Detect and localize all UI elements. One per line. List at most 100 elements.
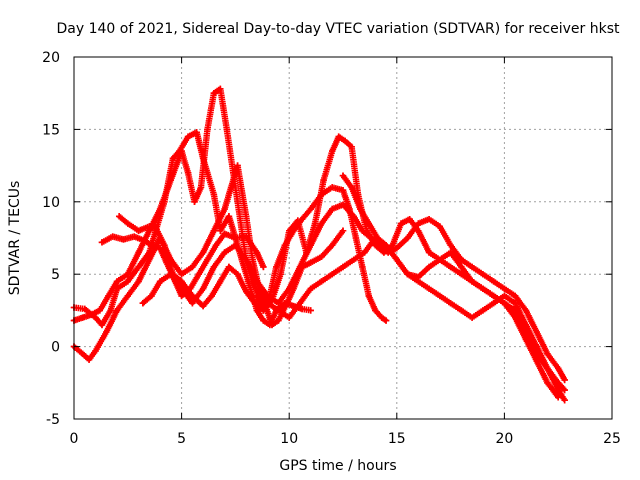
data-point <box>249 256 256 263</box>
data-point <box>131 233 138 240</box>
data-point <box>156 244 164 252</box>
data-point <box>232 242 239 249</box>
data-point <box>178 292 185 300</box>
data-point <box>81 305 88 313</box>
data-point <box>234 162 241 169</box>
data-point <box>217 278 224 285</box>
data-point <box>242 213 250 220</box>
data-point <box>425 249 433 256</box>
data-point <box>253 292 261 300</box>
data-point <box>204 126 211 133</box>
data-point <box>109 233 116 240</box>
data-point <box>329 205 336 213</box>
data-point <box>335 133 342 140</box>
data-point <box>79 350 86 358</box>
series-track-3 <box>70 162 568 404</box>
data-point <box>397 220 405 227</box>
data-point <box>103 328 110 336</box>
data-point <box>178 285 185 292</box>
data-point <box>227 184 235 191</box>
data-point <box>275 299 282 307</box>
data-point <box>544 350 551 358</box>
data-point <box>561 386 568 394</box>
data-point <box>298 215 306 223</box>
data-point <box>350 256 357 263</box>
data-point <box>260 317 267 324</box>
data-point <box>253 249 261 256</box>
chart-title: Day 140 of 2021, Sidereal Day-to-day VTE… <box>57 21 620 37</box>
data-point <box>357 205 364 213</box>
data-point <box>359 263 366 271</box>
data-point <box>124 220 131 227</box>
data-point <box>217 85 224 93</box>
data-point <box>148 292 155 300</box>
data-point <box>555 365 562 372</box>
data-point <box>221 205 228 213</box>
data-layer <box>70 85 568 404</box>
data-point <box>210 227 218 234</box>
data-point <box>425 285 433 292</box>
data-point <box>221 230 228 237</box>
data-point <box>393 256 400 263</box>
data-point <box>260 307 267 314</box>
data-point <box>266 292 274 300</box>
x-tick-label: 20 <box>495 431 513 447</box>
data-point <box>447 263 454 271</box>
data-point <box>458 256 465 263</box>
data-point <box>555 394 562 401</box>
data-point <box>281 242 289 249</box>
data-point <box>479 271 487 278</box>
data-point <box>511 307 519 314</box>
data-point <box>146 256 153 263</box>
x-axis-label: GPS time / hours <box>279 458 396 474</box>
data-point <box>348 184 355 191</box>
data-point <box>113 307 121 314</box>
data-point <box>286 314 293 321</box>
data-point <box>479 307 487 314</box>
data-point <box>139 299 147 307</box>
y-tick-label: 10 <box>42 195 60 211</box>
data-point <box>561 376 568 384</box>
data-point <box>415 273 422 281</box>
data-point <box>307 259 314 266</box>
series-track-8 <box>339 172 562 401</box>
data-point <box>208 292 215 300</box>
data-point <box>296 263 304 271</box>
data-point <box>189 299 196 307</box>
data-point <box>197 184 205 191</box>
data-point <box>234 271 241 278</box>
plot-frame <box>73 56 613 420</box>
y-axis-ticks: -5 0 5 10 15 20 <box>42 50 612 428</box>
data-point <box>341 137 349 145</box>
data-point <box>318 191 325 198</box>
data-point <box>275 307 282 314</box>
data-point <box>184 133 192 140</box>
data-point <box>161 242 168 249</box>
data-point <box>146 223 153 230</box>
data-point <box>156 278 164 285</box>
data-point <box>296 299 304 307</box>
data-point <box>268 321 276 329</box>
data-point <box>210 263 218 271</box>
series-track-6 <box>139 201 568 384</box>
data-point <box>307 242 314 249</box>
data-point <box>253 278 261 285</box>
data-point <box>365 292 373 300</box>
data-point <box>232 234 239 242</box>
data-point <box>193 129 200 136</box>
series-markers <box>116 133 568 394</box>
x-axis-ticks: 0 5 10 15 20 25 <box>70 57 621 447</box>
data-point <box>283 299 291 307</box>
x-tick-label: 25 <box>603 431 621 447</box>
data-point <box>189 263 196 271</box>
data-point <box>389 242 396 249</box>
data-point <box>365 220 373 227</box>
data-point <box>318 253 325 261</box>
data-point <box>490 292 497 300</box>
data-point <box>339 187 347 194</box>
data-point <box>458 271 465 278</box>
data-point <box>339 263 347 271</box>
data-point <box>156 205 164 213</box>
data-point <box>88 311 95 318</box>
